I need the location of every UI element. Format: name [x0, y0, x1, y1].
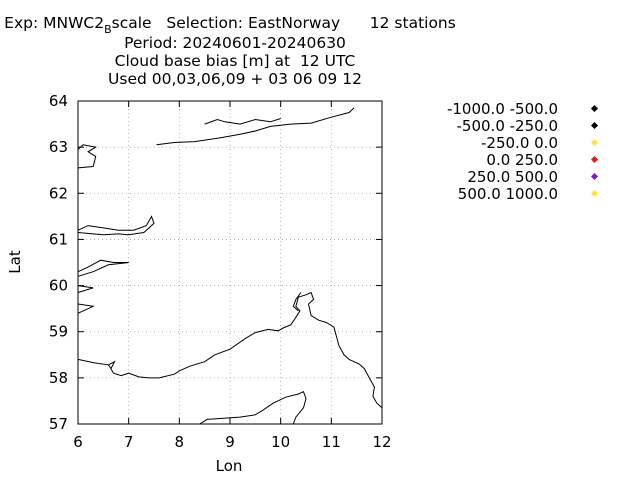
- coastline: [77, 303, 95, 314]
- x-tick-label: 6: [73, 433, 83, 451]
- legend-label: -250.0 0.0: [481, 134, 558, 152]
- legend-label: -1000.0 -500.0: [446, 100, 558, 118]
- legend-marker: [590, 121, 599, 130]
- title-line-experiment: Exp: MNWC2Bscale Selection: EastNorway 1…: [0, 14, 465, 36]
- y-axis-label: Lat: [6, 250, 24, 274]
- y-tick-label: 60: [49, 277, 68, 295]
- x-tick-label: 10: [271, 433, 290, 451]
- legend-marker: [590, 172, 599, 181]
- legend-marker: [590, 138, 599, 147]
- x-tick-label: 11: [322, 433, 341, 451]
- y-tick-label: 58: [49, 369, 68, 387]
- experiment-name: Exp: MNWC2: [4, 14, 105, 32]
- y-tick-labels: 57 58 59 60 61 62 63 64: [49, 92, 68, 433]
- coastline: [77, 215, 155, 236]
- legend-entry: -250.0 0.0: [410, 135, 610, 152]
- selection-label: Selection: EastNorway: [166, 14, 341, 32]
- x-tick-label: 8: [175, 433, 185, 451]
- coastline: [77, 259, 129, 277]
- coastline: [156, 107, 355, 146]
- legend-entry: 500.0 1000.0: [410, 186, 610, 203]
- y-tick-label: 59: [49, 323, 68, 341]
- legend-entry: -500.0 -250.0: [410, 118, 610, 135]
- x-tick-label: 7: [124, 433, 134, 451]
- coastline: [77, 285, 94, 293]
- x-tick-labels: 6 7 8 9 10 11 12: [73, 433, 391, 451]
- legend-marker: [590, 155, 599, 164]
- x-axis-label: Lon: [216, 457, 243, 475]
- experiment-subscript: B: [104, 23, 112, 36]
- y-tick-label: 57: [49, 415, 68, 433]
- legend-label: 500.0 1000.0: [457, 185, 558, 203]
- coastline: [292, 292, 302, 312]
- legend-entry: 250.0 500.0: [410, 169, 610, 186]
- variable-label: Cloud base bias [m] at 12 UTC: [114, 52, 356, 70]
- coastline: [77, 144, 98, 169]
- coastline-group: [77, 107, 383, 425]
- used-label: Used 00,03,06,09 + 03 06 09 12: [108, 70, 362, 88]
- legend-entry: -1000.0 -500.0: [410, 101, 610, 118]
- y-tick-label: 64: [49, 92, 68, 110]
- legend-marker: [590, 189, 599, 198]
- period-label: Period: 20240601-20240630: [124, 34, 346, 52]
- legend-marker: [590, 104, 599, 113]
- coastline: [110, 291, 383, 409]
- legend-entry: 0.0 250.0: [410, 152, 610, 169]
- coastline: [77, 358, 116, 370]
- chart-title-block: Exp: MNWC2Bscale Selection: EastNorway 1…: [0, 14, 470, 88]
- y-tick-label: 63: [49, 138, 68, 156]
- x-tick-label: 9: [225, 433, 235, 451]
- axis-ticks: [77, 100, 383, 425]
- legend-label: -500.0 -250.0: [456, 117, 558, 135]
- legend: -1000.0 -500.0 -500.0 -250.0 -250.0 0.0 0.0…: [410, 101, 610, 203]
- grid-lines: [78, 101, 382, 424]
- x-tick-label: 12: [372, 433, 391, 451]
- y-tick-label: 61: [49, 230, 68, 248]
- station-count: 12 stations: [369, 14, 456, 32]
- legend-label: 250.0 500.0: [467, 168, 558, 186]
- y-tick-label: 62: [49, 184, 68, 202]
- coastline: [204, 118, 281, 125]
- experiment-suffix: scale: [111, 14, 152, 32]
- legend-label: 0.0 250.0: [486, 151, 558, 169]
- coastline: [199, 391, 307, 425]
